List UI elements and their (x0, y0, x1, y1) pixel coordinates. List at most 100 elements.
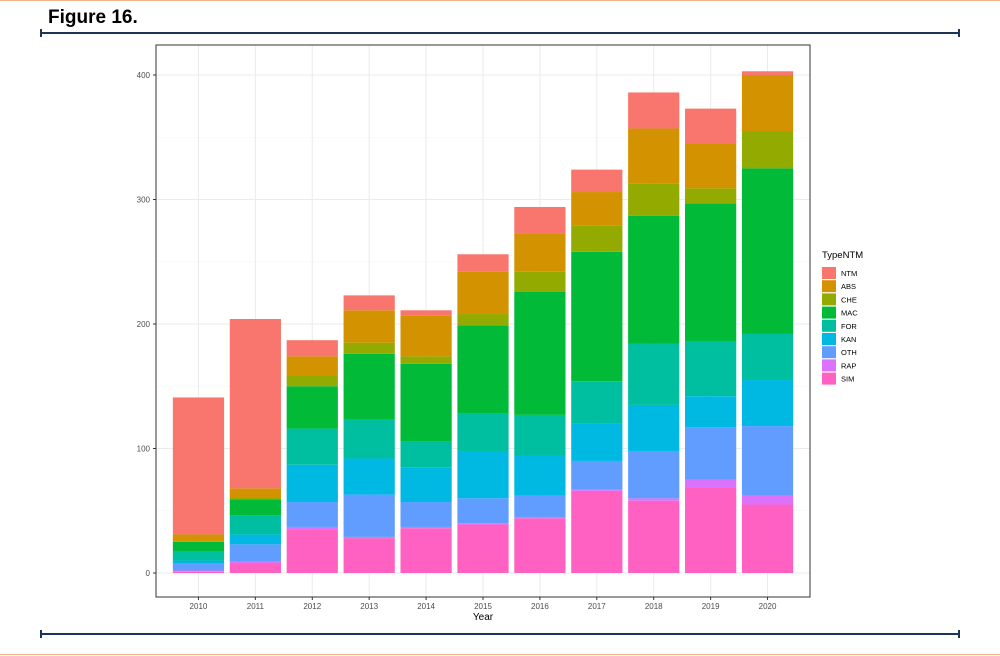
legend-label-kan: KAN (841, 335, 856, 344)
y-tick-label: 0 (146, 569, 151, 578)
bar-segment-abs-2011 (229, 488, 281, 498)
x-tick-label: 2016 (531, 602, 549, 611)
bar-segment-rap-2016 (514, 516, 566, 519)
bar-segment-oth-2015 (457, 498, 509, 524)
bar-segment-ntm-2018 (628, 92, 680, 129)
bar-segment-che-2013 (343, 342, 395, 354)
top-rule-left-cap (40, 29, 42, 37)
legend-label-ntm: NTM (841, 269, 857, 278)
bar-segment-sim-2017 (571, 490, 623, 573)
bar-segment-rap-2019 (685, 479, 737, 488)
x-tick-label: 2012 (303, 602, 321, 611)
bar-segment-mac-2015 (457, 325, 509, 414)
bar-segment-oth-2016 (514, 495, 566, 517)
x-tick-label: 2015 (474, 602, 492, 611)
x-tick-label: 2017 (588, 602, 606, 611)
bar-segment-ntm-2017 (571, 169, 623, 193)
bar-segment-for-2010 (172, 551, 225, 561)
bar-segment-che-2014 (400, 356, 452, 364)
bar-segment-sim-2015 (457, 524, 509, 573)
axes-layer: 0 100 200 300 400 2010 2011 2012 2013 2014 2015 201… (137, 44, 811, 623)
bar-segment-mac-2011 (229, 499, 281, 516)
bar-segment-abs-2019 (685, 143, 737, 189)
bar-segment-abs-2015 (457, 271, 509, 315)
bar-segment-abs-2017 (571, 192, 623, 226)
bars-layer (172, 71, 794, 573)
bar-segment-rap-2010 (172, 570, 225, 572)
bar-segment-abs-2014 (400, 315, 452, 357)
bar-segment-oth-2011 (229, 544, 281, 562)
page-bottom-border (0, 654, 1000, 655)
x-tick-label: 2018 (645, 602, 663, 611)
y-tick-label: 200 (137, 320, 151, 329)
legend-key-ntm (822, 267, 836, 279)
bar-segment-for-2018 (628, 343, 680, 405)
bar-segment-ntm-2014 (400, 310, 452, 316)
bar-segment-rap-2012 (286, 526, 338, 530)
legend-label-che: CHE (841, 295, 857, 304)
legend-label-sim: SIM (841, 375, 854, 384)
bar-segment-ntm-2012 (286, 340, 338, 357)
bar-segment-oth-2014 (400, 502, 452, 527)
bar-segment-for-2012 (286, 428, 338, 465)
bar-segment-abs-2010 (172, 534, 225, 542)
legend-key-rap (822, 359, 836, 372)
bar-segment-for-2015 (457, 413, 509, 451)
bar-segment-che-2020 (741, 131, 794, 169)
bar-segment-sim-2019 (685, 487, 737, 573)
bar-segment-rap-2015 (457, 523, 509, 525)
bar-segment-sim-2011 (229, 563, 281, 573)
bar-segment-rap-2013 (343, 536, 395, 539)
x-tick-label: 2019 (702, 602, 720, 611)
x-tick-label: 2010 (190, 602, 208, 611)
legend-key-kan (822, 333, 836, 345)
legend-key-mac (822, 306, 836, 319)
bar-segment-mac-2010 (172, 541, 225, 552)
top-rule (40, 32, 960, 34)
bar-segment-che-2011 (229, 497, 281, 500)
bar-segment-kan-2018 (628, 404, 680, 451)
figure-title: Figure 16. (48, 7, 138, 28)
bottom-rule-right-cap (958, 630, 960, 638)
x-axis-title: Year (473, 612, 494, 623)
bar-segment-kan-2010 (172, 560, 225, 564)
bar-segment-ntm-2016 (514, 206, 566, 234)
bar-segment-mac-2014 (400, 363, 452, 442)
bar-segment-for-2011 (229, 515, 281, 535)
bar-segment-sim-2016 (514, 518, 566, 573)
bar-segment-mac-2013 (343, 353, 395, 420)
bar-segment-kan-2013 (343, 458, 395, 495)
x-tick-label: 2011 (247, 602, 265, 611)
bar-segment-rap-2017 (571, 489, 623, 491)
bar-segment-che-2016 (514, 271, 566, 292)
y-tick-label: 300 (137, 196, 151, 205)
x-tick-label: 2013 (360, 602, 378, 611)
bar-segment-mac-2012 (286, 386, 338, 429)
legend-key-for (822, 319, 836, 332)
bar-segment-ntm-2015 (457, 254, 509, 272)
legend: TypeNTM NTM ABS CHE MAC FOR KAN OTH RAP SIM (822, 250, 863, 385)
bar-segment-for-2016 (514, 414, 566, 456)
y-tick-label: 400 (137, 71, 151, 80)
bar-segment-ntm-2011 (229, 319, 281, 489)
bar-segment-che-2012 (286, 375, 338, 387)
bar-segment-sim-2012 (286, 529, 338, 573)
bar-segment-mac-2018 (628, 215, 680, 344)
bar-segment-abs-2020 (741, 75, 794, 132)
bar-segment-mac-2016 (514, 291, 566, 415)
bar-segment-kan-2020 (741, 380, 794, 427)
bar-segment-for-2017 (571, 381, 623, 424)
bar-segment-abs-2018 (628, 128, 680, 184)
bar-segment-rap-2018 (628, 498, 680, 501)
bar-segment-oth-2012 (286, 502, 338, 527)
bar-segment-ntm-2020 (741, 71, 794, 75)
bar-segment-kan-2015 (457, 450, 509, 499)
legend-key-abs (822, 280, 836, 293)
bar-segment-che-2015 (457, 314, 509, 326)
x-tick-label: 2014 (417, 602, 435, 611)
bar-segment-rap-2014 (400, 526, 452, 529)
bar-segment-oth-2010 (172, 563, 225, 571)
legend-label-mac: MAC (841, 309, 858, 318)
bar-segment-for-2019 (685, 341, 737, 397)
